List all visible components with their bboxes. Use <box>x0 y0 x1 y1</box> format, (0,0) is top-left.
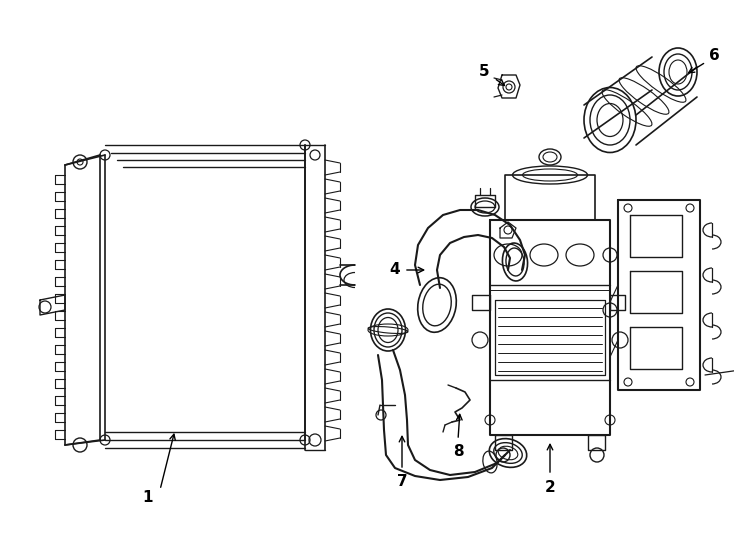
Text: 6: 6 <box>708 49 719 64</box>
Text: 7: 7 <box>396 475 407 489</box>
Text: 4: 4 <box>390 262 400 278</box>
Text: 1: 1 <box>142 490 153 505</box>
Text: 2: 2 <box>545 481 556 496</box>
Text: 5: 5 <box>479 64 490 79</box>
Text: 8: 8 <box>453 444 463 460</box>
Text: 3: 3 <box>0 539 1 540</box>
